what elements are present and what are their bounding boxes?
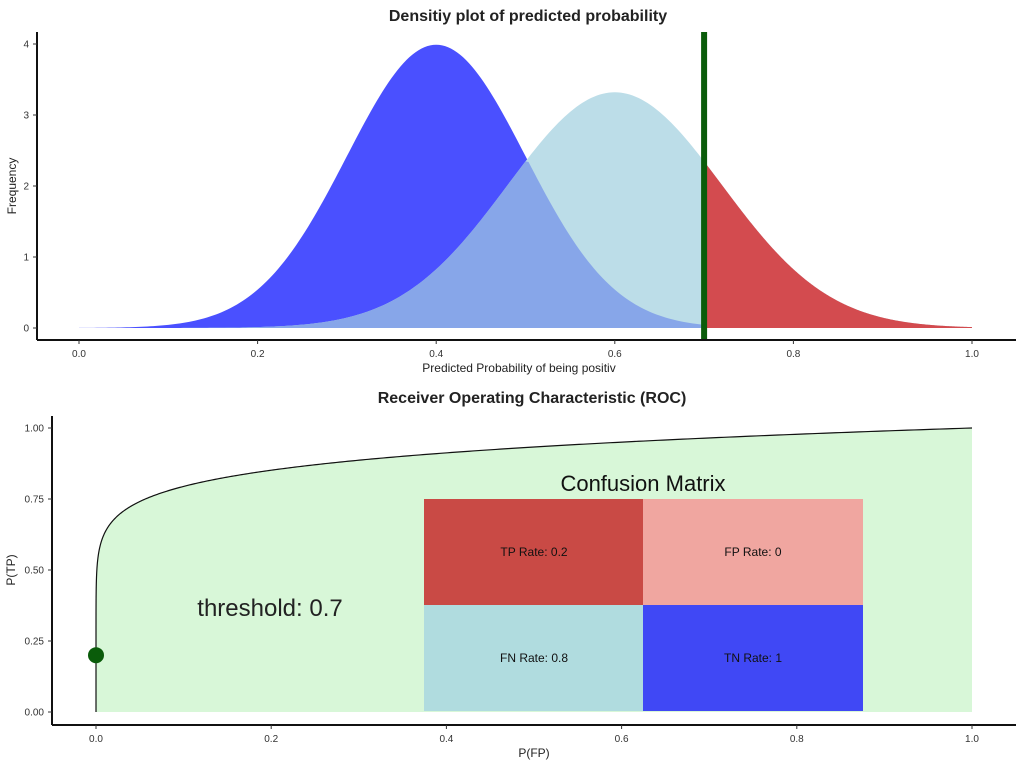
cm-cell-fn — [424, 605, 643, 711]
operating-point — [88, 647, 104, 664]
density-title: Densitiy plot of predicted probability — [389, 8, 667, 25]
density-y-tick-4: 4 — [23, 40, 29, 51]
density-y-tick-1: 1 — [23, 253, 29, 264]
cm-cell-tp — [424, 499, 643, 605]
roc-x-tick-0.2: 0.2 — [264, 734, 278, 745]
density-y-label: Frequency — [5, 158, 19, 215]
cm-label-fn: FN Rate: 0.8 — [500, 651, 568, 665]
confusion-matrix-title: Confusion Matrix — [560, 471, 725, 496]
roc-x-tick-0.8: 0.8 — [790, 734, 804, 745]
density-y-tick-3: 3 — [23, 111, 29, 122]
density-x-ticks: 0.0 0.2 0.4 0.6 0.8 1.0 — [72, 340, 979, 360]
roc-y-label: P(TP) — [4, 554, 18, 585]
density-x-tick-0.6: 0.6 — [608, 349, 622, 360]
density-x-tick-1.0: 1.0 — [965, 349, 979, 360]
density-x-label: Predicted Probability of being positiv — [422, 361, 615, 375]
roc-x-tick-1.0: 1.0 — [965, 734, 979, 745]
overlap-density-area — [79, 161, 972, 328]
roc-curve — [95, 427, 973, 712]
roc-y-tick-0.75: 0.75 — [25, 495, 45, 506]
density-areas — [79, 44, 972, 329]
density-x-tick-0.4: 0.4 — [429, 349, 443, 360]
cm-label-tn: TN Rate: 1 — [724, 651, 782, 665]
density-y-tick-2: 2 — [23, 182, 29, 193]
roc-x-tick-0.4: 0.4 — [439, 734, 453, 745]
roc-x-tick-0.0: 0.0 — [89, 734, 103, 745]
cm-cell-fp — [643, 499, 863, 605]
density-x-tick-0.8: 0.8 — [786, 349, 800, 360]
roc-title: Receiver Operating Characteristic (ROC) — [378, 390, 687, 407]
cm-label-tp: TP Rate: 0.2 — [500, 545, 567, 559]
threshold-label: threshold: 0.7 — [197, 595, 342, 622]
roc-y-ticks: 0.00 0.25 0.50 0.75 1.00 — [25, 424, 52, 719]
confusion-matrix: Confusion Matrix TP Rate: 0.2 FP Rate: 0… — [424, 471, 863, 711]
density-x-tick-0.0: 0.0 — [72, 349, 86, 360]
roc-x-ticks: 0.0 0.2 0.4 0.6 0.8 1.0 — [89, 725, 979, 745]
roc-y-tick-1.00: 1.00 — [25, 424, 45, 435]
cm-label-fp: FP Rate: 0 — [724, 545, 781, 559]
cm-cell-tn — [643, 605, 863, 711]
above-threshold-area — [704, 161, 972, 328]
density-y-ticks: 0 1 2 3 4 — [23, 40, 37, 335]
roc-y-tick-0.50: 0.50 — [25, 566, 45, 577]
roc-x-label: P(FP) — [518, 746, 549, 760]
density-y-tick-0: 0 — [23, 324, 29, 335]
density-panel: Densitiy plot of predicted probability 0… — [5, 8, 1016, 375]
roc-x-tick-0.6: 0.6 — [615, 734, 629, 745]
density-x-tick-0.2: 0.2 — [251, 349, 265, 360]
roc-y-tick-0.25: 0.25 — [25, 637, 45, 648]
roc-panel: Receiver Operating Characteristic (ROC) … — [4, 390, 1016, 760]
roc-y-tick-0.00: 0.00 — [25, 708, 45, 719]
